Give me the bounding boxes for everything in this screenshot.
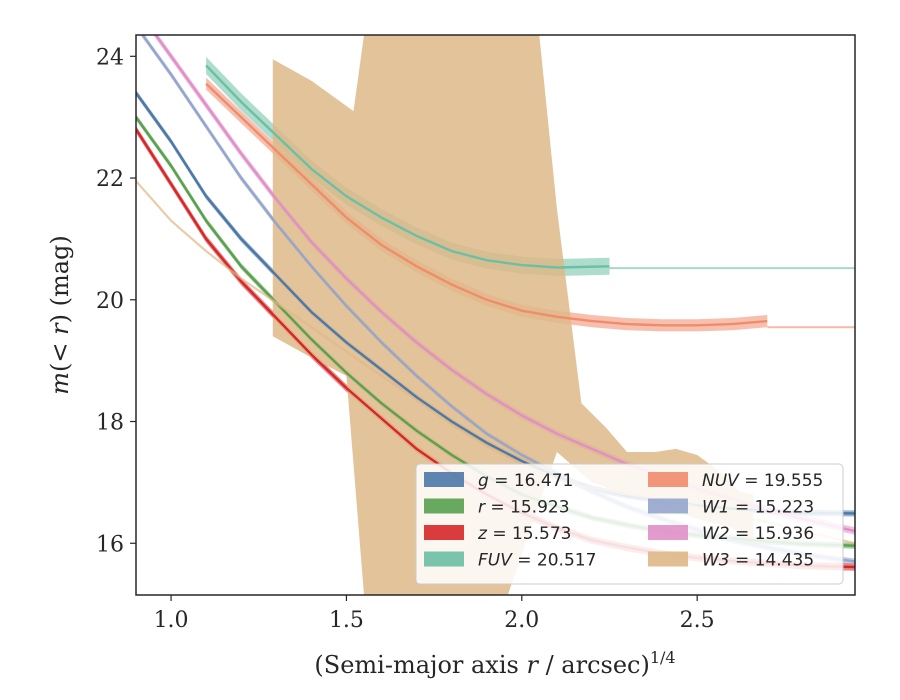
legend-swatch-w2	[648, 525, 688, 540]
band-w3	[272, 35, 754, 595]
x-tick-label: 2.0	[504, 608, 539, 633]
x-tick-label: 1.0	[154, 608, 189, 633]
legend-swatch-nuv	[648, 472, 688, 487]
series-line-nuv	[205, 82, 768, 327]
y-tick-label: 20	[96, 289, 124, 314]
x-tick-label: 2.5	[680, 608, 715, 633]
legend-entry-nuv: NUV = 19.555	[702, 471, 823, 491]
legend-swatch-fuv	[424, 551, 464, 567]
legend-swatch-w3	[648, 551, 688, 567]
y-tick-label: 22	[96, 167, 124, 192]
legend-swatch-r	[424, 498, 464, 514]
legend-entry-w2: W2 = 15.936	[702, 524, 814, 544]
y-tick-label: 16	[96, 532, 124, 557]
legend-entry-w1: W1 = 15.223	[702, 498, 814, 518]
y-tick-label: 24	[96, 45, 124, 70]
legend-box	[415, 463, 844, 585]
x-axis-label: (Semi-major axis r / arcsec)1/4	[314, 648, 675, 679]
legend-entry-r: r = 15.923	[478, 498, 570, 518]
plot-frame	[135, 34, 856, 596]
y-tick-label: 18	[96, 411, 124, 436]
legend-entry-g: g = 16.471	[478, 471, 573, 491]
series-line-fuv	[205, 64, 610, 269]
legend-swatch-g	[424, 472, 464, 487]
legend-entry-z: z = 15.573	[477, 524, 571, 544]
legend-entry-fuv: FUV = 20.517	[478, 551, 596, 571]
legend: g = 16.471 r = 15.923 z = 15.573 FUV = 20.5…	[415, 463, 844, 585]
legend-entry-w3: W3 = 14.435	[702, 551, 814, 571]
x-tick-label: 1.5	[329, 608, 364, 633]
x-axis: 1.0 1.5 2.0 2.5	[154, 595, 715, 633]
legend-swatch-z	[424, 525, 464, 540]
y-axis-label: m(< r) (mag)	[46, 235, 74, 395]
y-axis: 16 18 20 22 24	[96, 45, 136, 557]
legend-swatch-w1	[648, 498, 688, 514]
